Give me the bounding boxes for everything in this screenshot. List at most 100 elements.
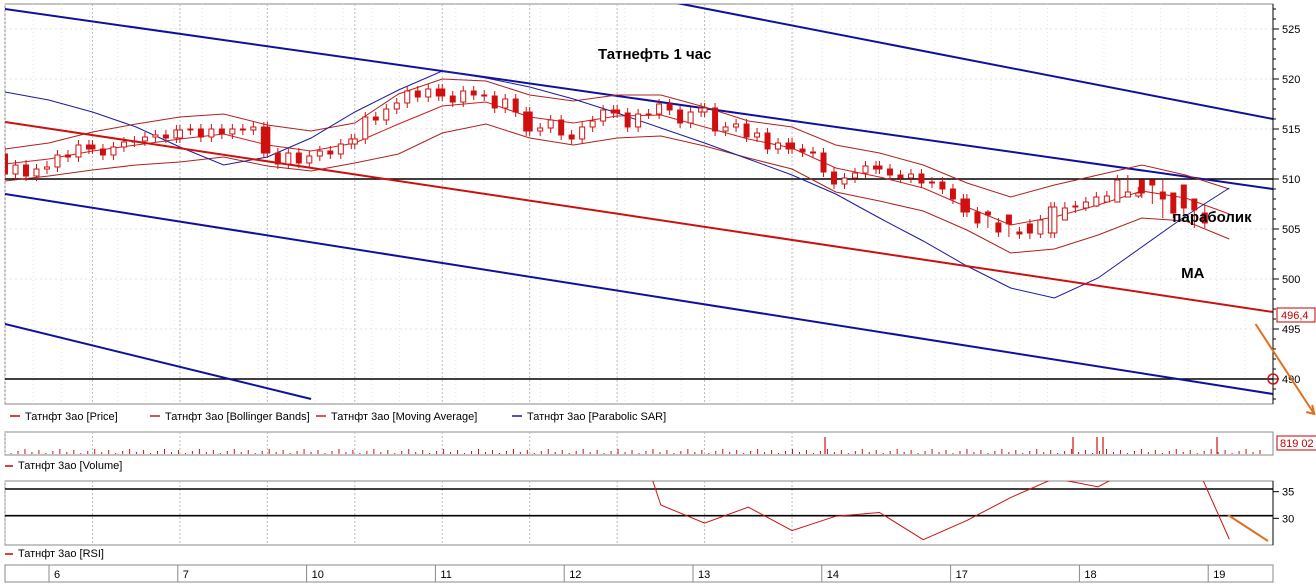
vertical-grid <box>4 4 1274 545</box>
candle-down <box>327 150 334 155</box>
candle-down <box>918 173 925 184</box>
candle-up <box>733 123 740 128</box>
volume-value-label: 819 02 <box>1280 438 1314 450</box>
candle-up <box>1072 205 1079 208</box>
candle-up <box>337 143 344 155</box>
candle-up <box>600 109 607 122</box>
candle-up <box>306 155 313 164</box>
candle-up <box>589 120 596 128</box>
candle-down <box>1138 179 1145 194</box>
candle-down <box>984 211 991 216</box>
volume-value-box <box>1276 435 1316 451</box>
legend-label: Татнфт 3ао [RSI] <box>18 548 104 560</box>
candle-up <box>75 144 82 158</box>
candle-down <box>526 111 533 132</box>
forecast-arrow-line <box>1254 323 1316 415</box>
candle-down <box>666 103 673 111</box>
date-tick-label: 12 <box>569 569 581 581</box>
candle-down <box>614 109 621 114</box>
rsi-panel-frame <box>4 480 1274 546</box>
legend-label: Татнфт 3ао [Parabolic SAR] <box>527 411 666 423</box>
candle-up <box>404 90 411 104</box>
trend-channel-line <box>5 323 312 400</box>
candle-down <box>789 142 796 150</box>
date-tick-label: 17 <box>956 569 968 581</box>
candle-down <box>162 134 169 139</box>
candle-down <box>481 94 488 97</box>
candle-down <box>439 88 446 97</box>
date-tick-label: 11 <box>440 569 451 581</box>
candle-up <box>250 126 257 131</box>
candle-up <box>12 164 19 175</box>
trend-channel-line <box>5 8 1273 190</box>
candle-down <box>1180 184 1187 209</box>
candle-down <box>218 128 225 135</box>
candle-up <box>152 134 159 138</box>
candle-down <box>963 198 970 213</box>
candle-up <box>754 132 761 138</box>
candle-up <box>1051 206 1058 234</box>
candle-up <box>775 142 782 150</box>
legend-label: Татнфт 3ао [Moving Average] <box>331 411 477 423</box>
date-axis: 6 7 10 11 12 13 14 17 18 19 <box>4 564 1274 583</box>
date-tick-label: 19 <box>1213 569 1225 581</box>
marked-level-circle <box>1267 373 1279 385</box>
candle-up <box>722 126 729 132</box>
trend-channel-line <box>676 4 1273 120</box>
price-tick-label: 515 <box>1282 124 1300 136</box>
candle-up <box>579 126 586 140</box>
candle-up <box>33 168 40 177</box>
candle-up <box>1135 192 1142 197</box>
candle-up <box>502 98 509 109</box>
candle-up <box>1061 207 1068 221</box>
date-tick-label: 18 <box>1084 569 1096 581</box>
rsi-tick-label: 35 <box>1282 487 1294 499</box>
candle-down <box>1201 212 1208 224</box>
price-tick-label: 495 <box>1282 324 1300 336</box>
date-tick-label: 6 <box>54 569 60 581</box>
candle-down <box>449 95 456 103</box>
candle-down <box>1016 231 1023 235</box>
candle-down <box>512 98 519 113</box>
legend-label: Татнфт 3ао [Bollinger Bands] <box>165 411 310 423</box>
candle-down <box>491 95 498 109</box>
candle-down <box>1170 192 1177 214</box>
candle-up <box>687 111 694 124</box>
candle-up <box>187 128 194 131</box>
price-panel-frame <box>4 3 1274 405</box>
price-legend: Татнфт 3ао [Price] Татнфт 3ао [Bollinger … <box>10 411 666 423</box>
price-plot <box>5 4 1273 400</box>
candle-up <box>208 128 215 138</box>
candle-down <box>264 126 271 154</box>
candle-up <box>645 113 652 116</box>
last-price-tag: 496,4 <box>1276 307 1316 323</box>
candle-up <box>1093 196 1100 207</box>
candle-up <box>383 108 390 121</box>
candle-up <box>131 140 138 143</box>
candle-up <box>1114 179 1121 203</box>
candle-up <box>537 127 544 132</box>
candle-down <box>1149 179 1156 186</box>
candle-up <box>141 136 148 142</box>
price-tick-label: 505 <box>1282 224 1300 236</box>
candle-down <box>274 152 281 165</box>
candle-up <box>176 129 183 139</box>
candle-up <box>43 166 50 170</box>
candle-up <box>851 172 858 179</box>
candle-down <box>1026 223 1033 234</box>
candle-down <box>372 116 379 121</box>
chart-title: Татнефть 1 час <box>598 46 711 63</box>
candle-down <box>974 211 981 224</box>
date-tick-label: 10 <box>312 569 324 581</box>
candle-down <box>939 181 946 190</box>
chart-annotation: параболик <box>1172 209 1252 226</box>
volume-panel-frame <box>4 431 1274 456</box>
date-tick-label: 7 <box>183 569 189 581</box>
rsi-line <box>652 481 1230 541</box>
rsi-tick-label: 30 <box>1282 513 1294 525</box>
candle-up <box>656 103 663 115</box>
red-trend-line <box>5 121 1273 313</box>
candle-up <box>110 146 117 156</box>
